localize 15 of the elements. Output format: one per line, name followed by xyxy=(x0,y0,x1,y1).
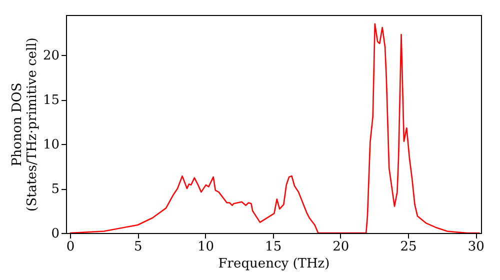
y-tick-label: 15 xyxy=(42,93,60,108)
y-axis-title: Phonon DOS (States/THz·primitive cell) xyxy=(10,37,40,212)
y-tick-label: 0 xyxy=(51,226,60,242)
y-tick-label: 5 xyxy=(51,182,60,198)
x-tick-label: 10 xyxy=(197,240,214,254)
x-tick-label: 20 xyxy=(332,240,350,254)
y-tick-label: 10 xyxy=(42,138,60,153)
x-tick-label: 0 xyxy=(66,240,75,254)
line-series xyxy=(69,23,480,233)
y-tick-label: 20 xyxy=(42,48,60,64)
x-tick-label: 30 xyxy=(468,240,484,254)
x-tick-label: 25 xyxy=(400,240,417,254)
x-tick-label: 5 xyxy=(134,240,142,254)
x-axis-title: Frequency (THz) xyxy=(218,256,330,272)
x-tick-label: 15 xyxy=(265,240,282,254)
